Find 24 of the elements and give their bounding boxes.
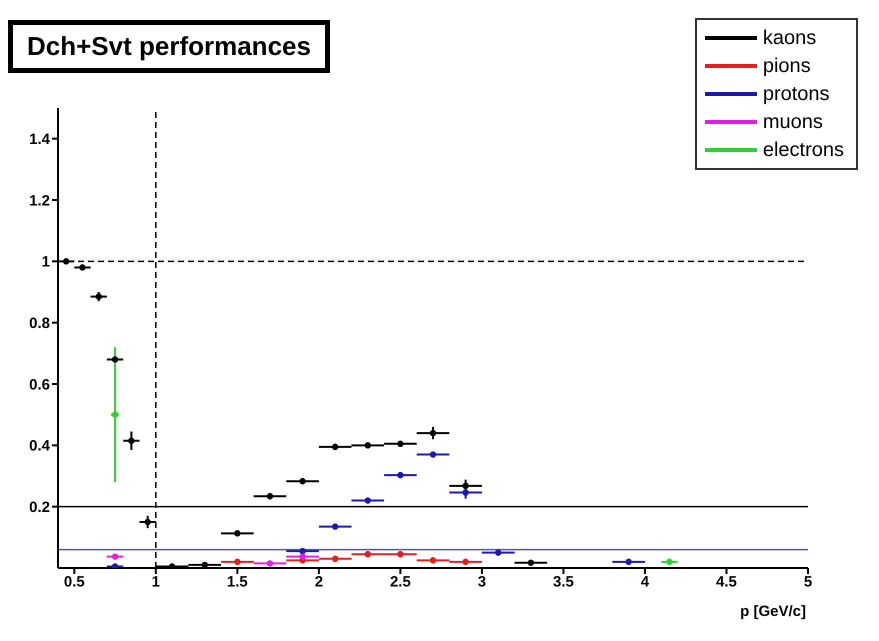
x-tick-label: 2	[314, 574, 324, 591]
legend-label: protons	[762, 82, 830, 107]
x-tick-label: 3	[478, 574, 486, 591]
y-tick-label: 1.4	[29, 130, 51, 148]
chart-title: Dch+Svt performances	[8, 20, 330, 73]
x-tick-label: 3.5	[553, 574, 574, 591]
y-tick-label: 0.4	[29, 438, 51, 455]
legend-label: pions	[762, 54, 811, 79]
x-tick-label: 5	[804, 574, 812, 591]
legend-label: kaons	[762, 26, 816, 51]
x-tick-label: 1.5	[226, 574, 248, 591]
x-tick-label: 2.5	[390, 574, 411, 591]
y-tick-label: 1	[42, 254, 50, 271]
legend-label: muons	[762, 110, 823, 135]
x-tick-label: 4.5	[716, 574, 737, 591]
x-tick-label: 0.5	[64, 574, 85, 591]
legend-label: electrons	[762, 138, 844, 163]
y-tick-label: 0.6	[29, 376, 50, 394]
x-tick-label: 1	[152, 574, 160, 591]
y-tick-label: 0.2	[29, 498, 50, 516]
x-tick-label: 4	[640, 574, 650, 591]
x-axis-title: p [GeV/c]	[740, 603, 806, 620]
y-tick-label: 1.2	[29, 192, 50, 210]
y-tick-label: 0.8	[29, 314, 50, 332]
